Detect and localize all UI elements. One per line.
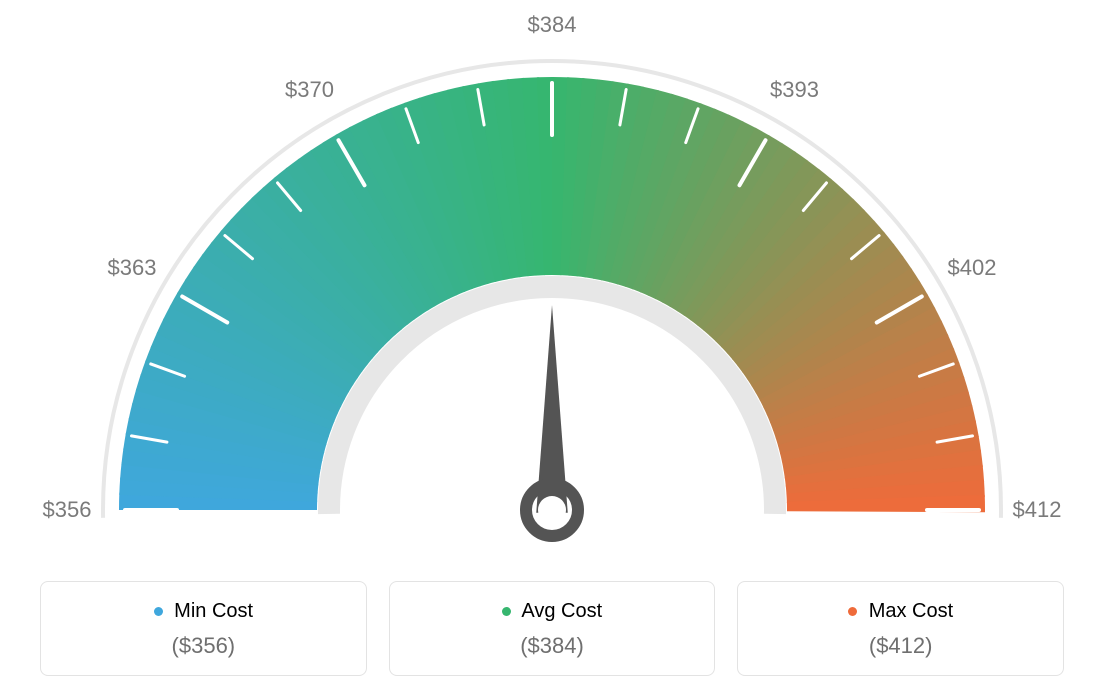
gauge-tick-label: $412 bbox=[1013, 497, 1062, 523]
gauge-tick-label: $384 bbox=[528, 12, 577, 38]
legend-label-min: Min Cost bbox=[174, 600, 253, 622]
legend-value-max: ($412) bbox=[748, 633, 1053, 659]
legend-row: Min Cost ($356) Avg Cost ($384) Max Cost… bbox=[40, 581, 1064, 676]
gauge-tick-label: $402 bbox=[948, 255, 997, 281]
legend-dot-avg bbox=[502, 607, 511, 616]
gauge-tick-label: $356 bbox=[43, 497, 92, 523]
legend-label-max: Max Cost bbox=[869, 600, 953, 622]
legend-label-avg: Avg Cost bbox=[521, 600, 602, 622]
legend-value-avg: ($384) bbox=[400, 633, 705, 659]
legend-value-min: ($356) bbox=[51, 633, 356, 659]
gauge-tick-label: $363 bbox=[107, 255, 156, 281]
legend-card-min: Min Cost ($356) bbox=[40, 581, 367, 676]
legend-dot-max bbox=[848, 607, 857, 616]
chart-container: $356 $363 $370 $384 $393 $402 $412 Min Cost ($… bbox=[0, 0, 1104, 690]
legend-dot-min bbox=[154, 607, 163, 616]
legend-card-max: Max Cost ($412) bbox=[737, 581, 1064, 676]
legend-title-max: Max Cost bbox=[748, 600, 1053, 623]
gauge-tick-label: $393 bbox=[770, 77, 819, 103]
legend-title-min: Min Cost bbox=[51, 600, 356, 623]
gauge-chart: $356 $363 $370 $384 $393 $402 $412 bbox=[0, 0, 1104, 580]
gauge-tick-label: $370 bbox=[285, 77, 334, 103]
legend-title-avg: Avg Cost bbox=[400, 600, 705, 623]
legend-card-avg: Avg Cost ($384) bbox=[389, 581, 716, 676]
